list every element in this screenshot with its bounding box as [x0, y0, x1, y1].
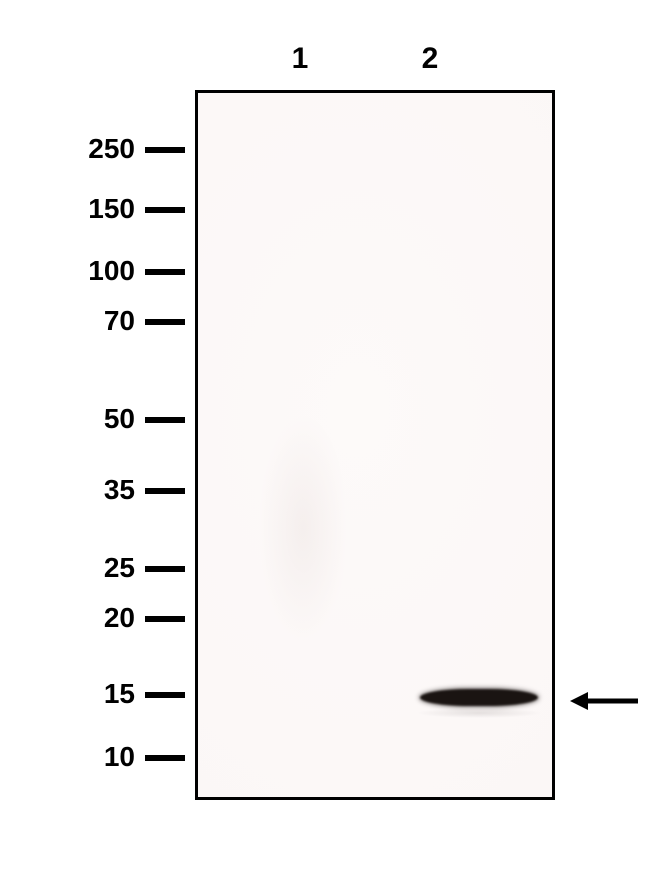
- mw-label-50: 50: [55, 403, 135, 435]
- mw-label-35: 35: [55, 474, 135, 506]
- mw-label-70: 70: [55, 305, 135, 337]
- mw-tick-50: [145, 417, 185, 423]
- mw-label-100: 100: [55, 255, 135, 287]
- mw-tick-100: [145, 269, 185, 275]
- band-halo: [416, 708, 542, 718]
- mw-tick-70: [145, 319, 185, 325]
- mw-label-150: 150: [55, 193, 135, 225]
- mw-tick-35: [145, 488, 185, 494]
- mw-tick-15: [145, 692, 185, 698]
- mw-label-25: 25: [55, 552, 135, 584]
- mw-label-250: 250: [55, 133, 135, 165]
- western-blot-figure: 1 2 250 150 100 70 50 35 25 20 15 10: [0, 0, 650, 870]
- mw-tick-10: [145, 755, 185, 761]
- mw-label-15: 15: [55, 678, 135, 710]
- protein-band-lane2: [420, 689, 538, 706]
- mw-tick-20: [145, 616, 185, 622]
- lane-label-1: 1: [280, 42, 320, 76]
- mw-tick-25: [145, 566, 185, 572]
- mw-label-10: 10: [55, 741, 135, 773]
- mw-label-20: 20: [55, 602, 135, 634]
- band-arrow-icon: [570, 687, 640, 715]
- lane-label-2: 2: [410, 42, 450, 76]
- mw-tick-250: [145, 147, 185, 153]
- blot-membrane-frame: [195, 90, 555, 800]
- mw-tick-150: [145, 207, 185, 213]
- faint-smudge: [258, 413, 348, 643]
